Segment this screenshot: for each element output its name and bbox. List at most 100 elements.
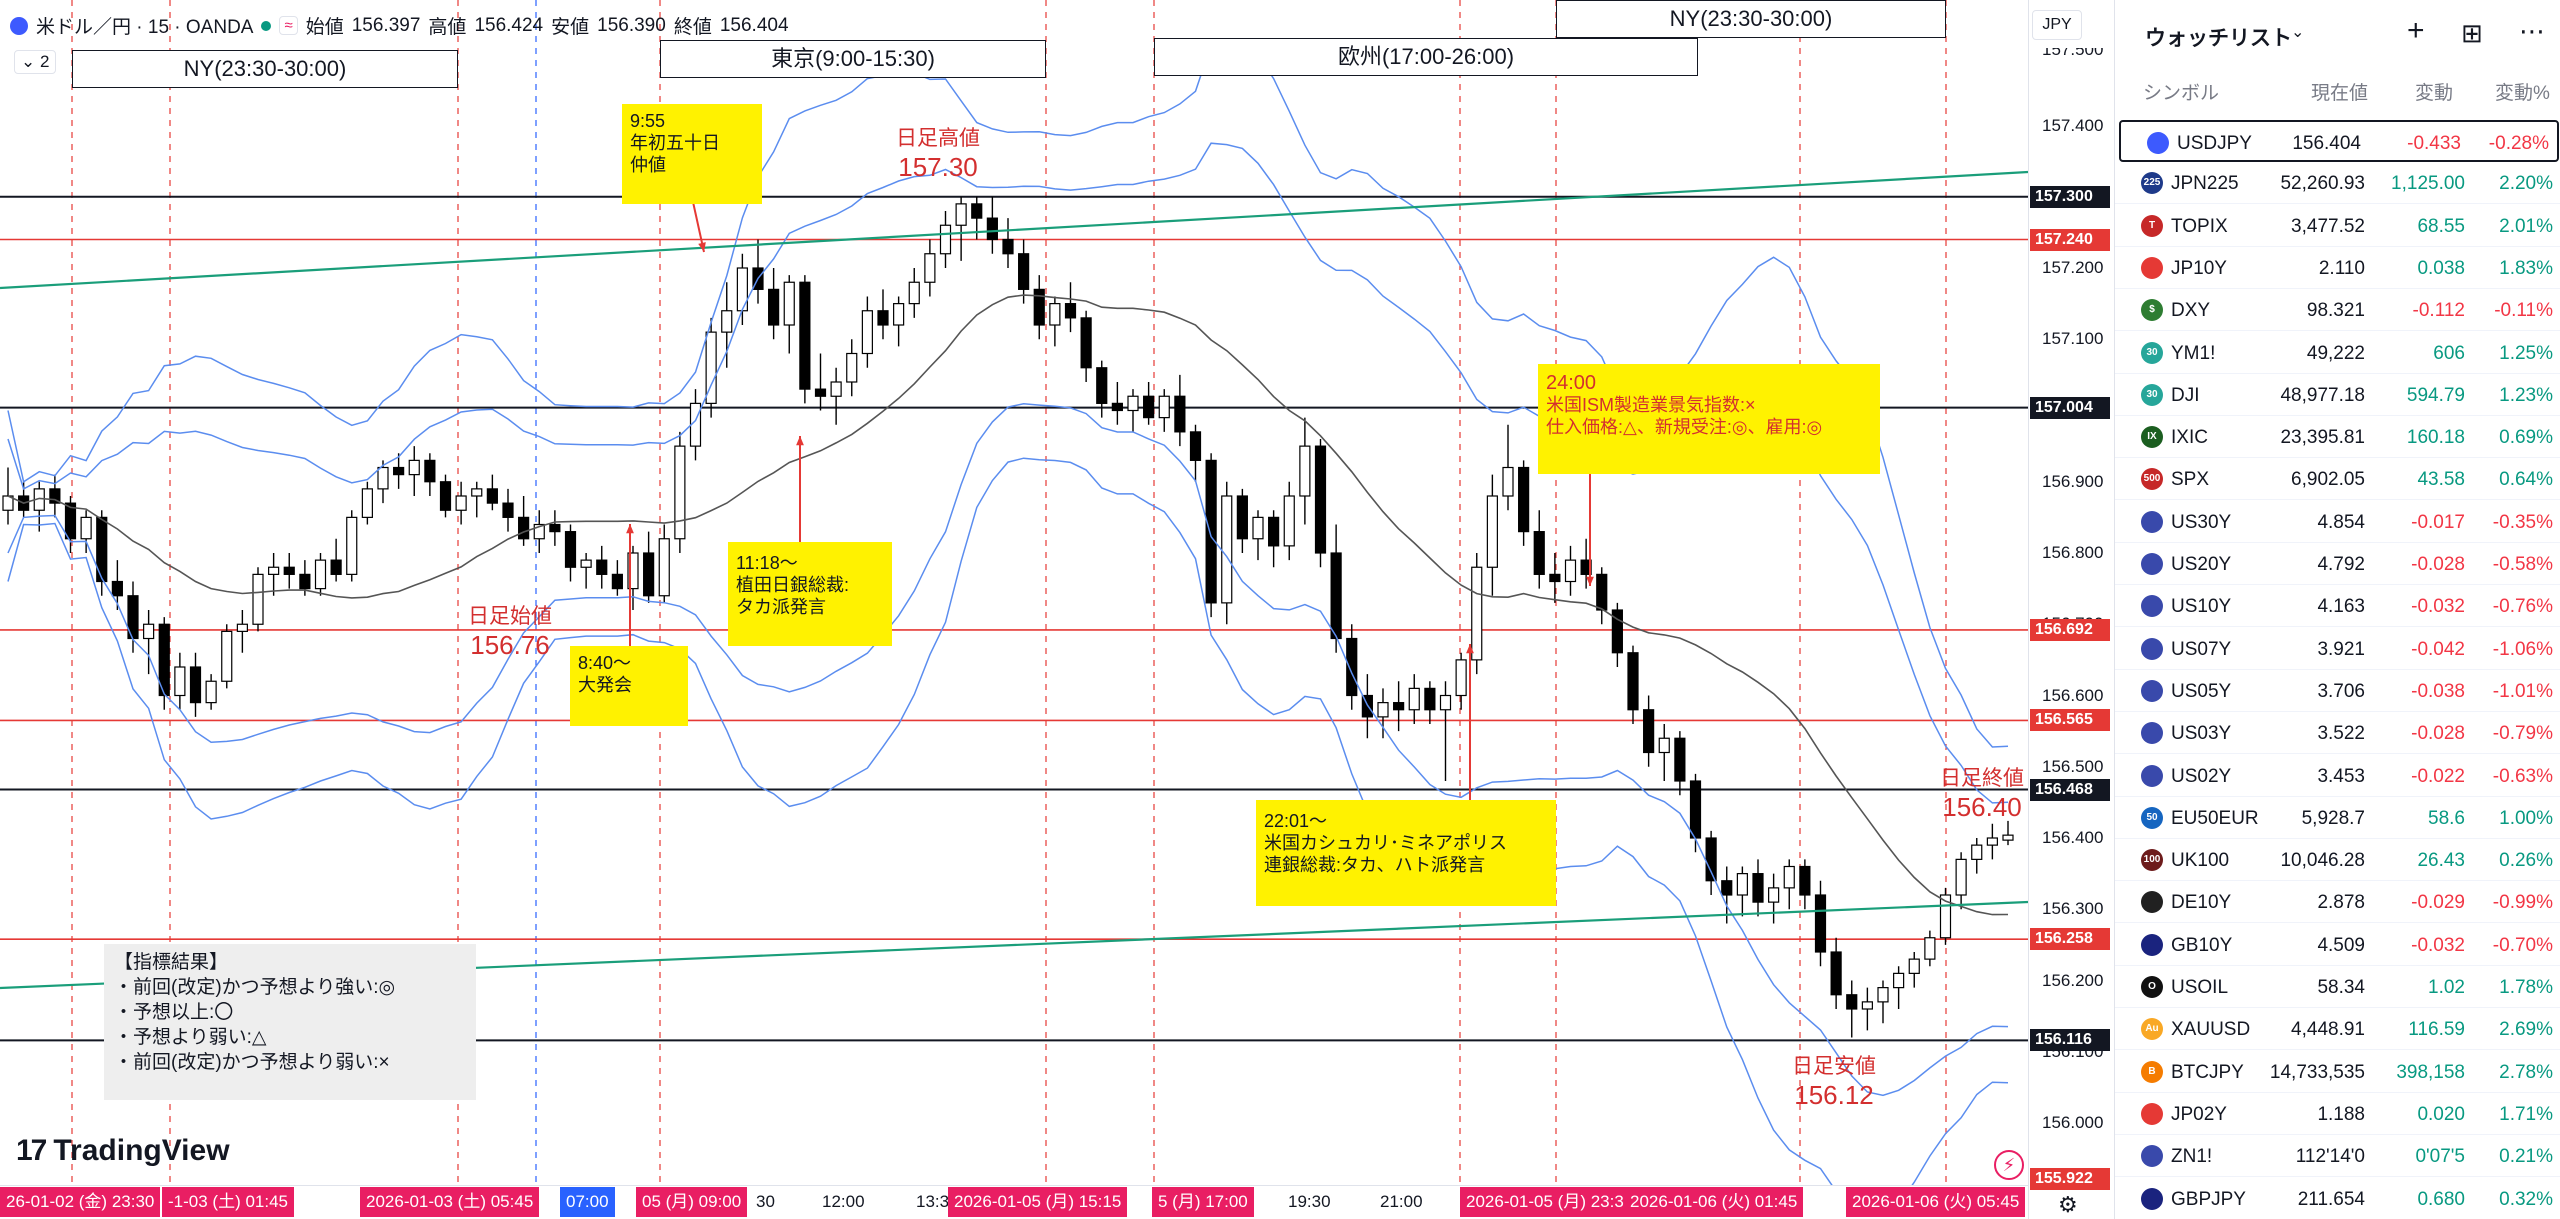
watchlist-row[interactable]: USDJPY 156.404 -0.433 -0.28% [2119, 120, 2559, 162]
time-label: -1-03 (土) 01:45 [162, 1187, 294, 1217]
watchlist-symbol: SPX [2171, 469, 2210, 491]
watchlist-row[interactable]: O USOIL 58.34 1.02 1.78% [2115, 966, 2560, 1008]
watchlist-row[interactable]: DE10Y 2.878 -0.029 -0.99% [2115, 881, 2560, 924]
candle-body [64, 502, 77, 540]
watchlist-row[interactable]: 225 JPN225 52,260.93 1,125.00 2.20% [2115, 162, 2560, 205]
flag-us-icon [2141, 1145, 2163, 1168]
price-level-label: 156.116 [2030, 1029, 2110, 1052]
candle-body [1674, 737, 1686, 782]
layout-icon[interactable]: ⊞ [2461, 18, 2483, 48]
candle-body [502, 502, 514, 518]
watchlist-symbol: JP02Y [2171, 1103, 2227, 1125]
watchlist-change-pct: 2.20% [2499, 173, 2553, 195]
watchlist-row[interactable]: ZN1! 112'14'0 0'07'5 0.21% [2115, 1135, 2560, 1178]
watchlist-row[interactable]: GBPJPY 211.654 0.680 0.32% [2115, 1178, 2560, 1219]
watchlist-row[interactable]: US07Y 3.921 -0.042 -1.06% [2115, 628, 2560, 670]
add-symbol-icon[interactable]: + [2407, 14, 2425, 47]
symbol-logo-icon: T [2141, 214, 2163, 237]
note-2201-line: 連銀総裁:タカ、ハト派発言 [1264, 855, 1486, 875]
watchlist-price: 14,733,535 [2269, 1061, 2365, 1083]
watchlist-change-pct: 0.26% [2499, 850, 2553, 872]
watchlist-row[interactable]: 500 SPX 6,902.05 43.58 0.64% [2115, 458, 2560, 501]
watchlist-row[interactable]: $ DXY 98.321 -0.112 -0.11% [2115, 289, 2560, 332]
watchlist-title[interactable]: ウォッチリスト [2145, 27, 2292, 50]
col-change-pct[interactable]: 変動% [2495, 83, 2550, 104]
candle-body [1549, 573, 1561, 583]
time-label: 26-01-02 (金) 23:30 [0, 1187, 161, 1217]
legend-line: ・予想より弱い:△ [114, 1027, 267, 1048]
candle-body [80, 516, 92, 540]
candle-body [1955, 858, 1967, 896]
watchlist-change-pct: 2.78% [2499, 1061, 2553, 1083]
candle-body [1236, 495, 1248, 540]
watchlist-row[interactable]: JP10Y 2.110 0.038 1.83% [2115, 247, 2560, 289]
note-1118-line: 11:18～ [736, 553, 798, 573]
watchlist-price: 52,260.93 [2280, 173, 2365, 195]
watchlist-row[interactable]: Au XAUUSD 4,448.91 116.59 2.69% [2115, 1008, 2560, 1051]
candle-body [221, 630, 233, 682]
watchlist-row[interactable]: 30 DJI 48,977.18 594.79 1.23% [2115, 374, 2560, 416]
watchlist-symbol: US02Y [2171, 765, 2232, 787]
candle-body [814, 388, 827, 397]
watchlist-row[interactable]: US02Y 3.453 -0.022 -0.63% [2115, 755, 2560, 797]
watchlist-price: 156.404 [2292, 133, 2361, 154]
watchlist-row[interactable]: US30Y 4.854 -0.017 -0.35% [2115, 501, 2560, 543]
watchlist-row[interactable]: 50 EU50EUR 5,928.7 58.6 1.00% [2115, 797, 2560, 839]
candle-body [1143, 395, 1155, 419]
candle-body [299, 573, 311, 590]
watchlist-row[interactable]: IX IXIC 23,395.81 160.18 0.69% [2115, 416, 2560, 459]
watchlist-row[interactable]: 30 YM1! 49,222 606 1.25% [2115, 332, 2560, 374]
candle-body [1127, 395, 1139, 412]
col-symbol[interactable]: シンボル [2143, 83, 2220, 104]
watchlist-row[interactable]: T TOPIX 3,477.52 68.55 2.01% [2115, 205, 2560, 247]
candle-body [877, 310, 889, 326]
candle-body [252, 573, 264, 625]
watchlist-row[interactable]: US20Y 4.792 -0.028 -0.58% [2115, 543, 2560, 585]
watchlist-row[interactable]: B BTCJPY 14,733,535 398,158 2.78% [2115, 1051, 2560, 1093]
col-change[interactable]: 変動 [2415, 83, 2454, 104]
watchlist-change: 0.038 [2417, 257, 2465, 279]
watchlist-change: -0.042 [2411, 638, 2465, 660]
col-price[interactable]: 現在値 [2311, 83, 2369, 104]
replay-badge[interactable]: ≈ [279, 16, 298, 35]
symbol-flag-icon [10, 16, 28, 35]
bolt-icon[interactable]: ⚡ [1994, 1150, 2024, 1180]
watchlist-change: -0.038 [2411, 680, 2465, 702]
daily-open-value: 156.76 [470, 630, 550, 660]
watchlist-row[interactable]: US05Y 3.706 -0.038 -1.01% [2115, 670, 2560, 712]
watchlist-row[interactable]: GB10Y 4.509 -0.032 -0.70% [2115, 924, 2560, 966]
flag-us-icon [2141, 764, 2163, 787]
candle-body [1393, 702, 1405, 711]
candle-body [783, 281, 795, 326]
watchlist-price: 58.34 [2317, 977, 2365, 998]
daily-low-label: 日足安値 156.12 [1784, 1050, 1884, 1111]
candle-body [549, 523, 561, 533]
note-955: 9:55 年初五十日 仲値 [622, 104, 762, 204]
indicator-toggle-button[interactable]: ⌄ 2 [14, 50, 57, 74]
tradingview-logo[interactable]: 17 TradingView [16, 1134, 230, 1168]
candle-body [705, 331, 717, 404]
symbol-title[interactable]: 米ドル／円 · 15 · OANDA [36, 17, 254, 38]
candle-body [1643, 709, 1655, 754]
watchlist-change: 398,158 [2396, 1061, 2465, 1083]
more-icon[interactable]: ⋯ [2519, 16, 2545, 46]
price-level-label: 155.922 [2030, 1167, 2110, 1190]
flag-us-icon [2141, 679, 2163, 702]
currency-button[interactable]: JPY [2032, 10, 2082, 40]
watchlist-change-pct: -0.11% [2494, 300, 2553, 322]
price-chart[interactable] [0, 0, 2028, 1219]
watchlist-price: 3.706 [2317, 680, 2365, 702]
watchlist-symbol: DXY [2171, 300, 2211, 322]
candle-body [1205, 459, 1217, 604]
settings-icon[interactable]: ⚙ [2058, 1192, 2078, 1217]
watchlist-row[interactable]: JP02Y 1.188 0.020 1.71% [2115, 1093, 2560, 1135]
watchlist-symbol: DJI [2171, 384, 2200, 406]
daily-low-value: 156.12 [1794, 1080, 1874, 1110]
watchlist-row[interactable]: 100 UK100 10,046.28 26.43 0.26% [2115, 839, 2560, 882]
watchlist-row[interactable]: US10Y 4.163 -0.032 -0.76% [2115, 585, 2560, 628]
watchlist-header: ウォッチリスト ⌄ + ⊞ ⋯ [2115, 0, 2560, 70]
watchlist-change-pct: -1.01% [2492, 680, 2553, 702]
chevron-down-icon[interactable]: ⌄ [2291, 24, 2305, 41]
watchlist-row[interactable]: US03Y 3.522 -0.028 -0.79% [2115, 712, 2560, 755]
candle-body [1814, 894, 1827, 953]
